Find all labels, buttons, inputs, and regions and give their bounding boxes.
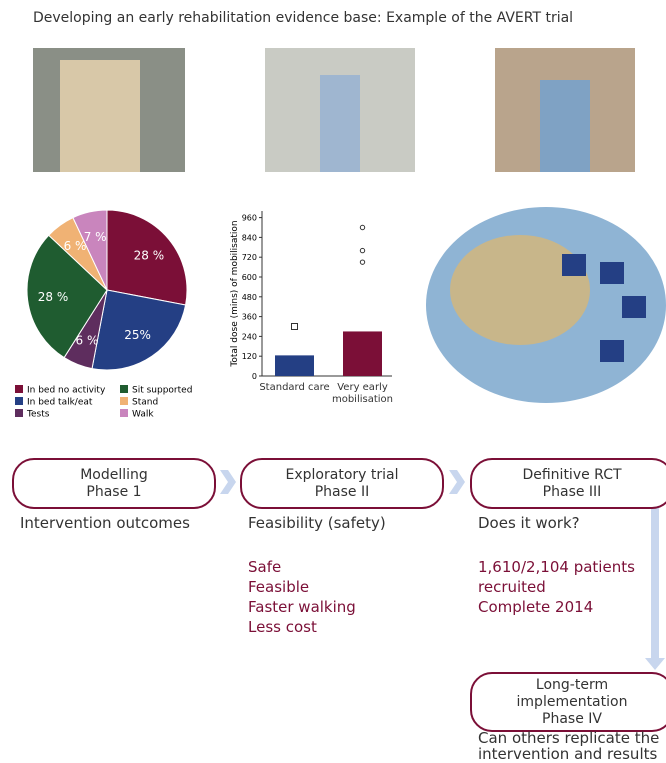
phase-result: Feasible [248,577,309,597]
slice-label: 7 % [84,230,107,244]
phase-box-line: Phase II [242,484,442,501]
y-axis-label: Total dose (mins) of mobilisation [230,220,240,367]
y-tick-label: 720 [242,253,257,262]
legend-label: In bed no activity [27,386,106,396]
phase-box-line: implementation [472,694,666,711]
y-tick-label: 360 [242,313,257,322]
phase-question: Feasibility (safety) [248,515,386,532]
phase-box-line: Exploratory trial [242,467,442,484]
phase-result: Less cost [248,617,317,637]
y-tick-label: 480 [242,293,257,302]
photo-detail [540,80,590,172]
legend-label: Walk [132,410,154,420]
phase-question: Intervention outcomes [20,515,190,532]
legend-swatch [15,409,23,417]
legend-swatch [15,397,23,405]
legend-label: Stand [132,398,158,408]
page: Developing an early rehabilitation evide… [0,0,666,762]
phase-box-line: Modelling [14,467,214,484]
legend-swatch [120,385,128,393]
phase-box-line: Phase IV [472,711,666,728]
legend-label: In bed talk/eat [27,398,93,408]
slice-label: 28 % [38,290,69,304]
arrow [645,508,665,670]
x-tick-label: Very early mobilisation [323,382,403,406]
map-marker [600,340,624,362]
phase-box-line: Long-term [472,677,666,694]
phase-result: 1,610/2,104 patients [478,557,635,577]
legend-label: Tests [26,410,50,420]
legend-swatch [120,397,128,405]
phase-result: Safe [248,557,281,577]
legend-label: Sit supported [132,386,192,396]
phase-question: intervention and results [478,746,657,763]
outlier [360,248,364,252]
photo-detail [320,75,360,172]
outlier [360,260,364,264]
y-tick-label: 960 [242,214,257,223]
phase-result: Faster walking [248,597,356,617]
phase-result: Complete 2014 [478,597,593,617]
y-tick-label: 840 [242,233,257,242]
slice-label: 25% [124,328,151,342]
legend-swatch [15,385,23,393]
slice-label: 6 % [76,334,99,348]
phase-box-line: Definitive RCT [472,467,666,484]
y-tick-label: 600 [242,273,257,282]
map-marker [622,296,646,318]
y-tick-label: 0 [252,372,257,381]
phase-box-line: Phase III [472,484,666,501]
arrow [449,470,465,494]
bar [275,355,314,376]
map-marker [562,254,586,276]
photo-detail [60,60,140,172]
phase-box-line: Phase 1 [14,484,214,501]
bar [343,331,382,376]
phase-question: Does it work? [478,515,580,532]
outlier [360,225,364,229]
outlier [292,324,298,330]
map-marker [600,262,624,284]
phase-result: recruited [478,577,546,597]
map-land [450,235,590,345]
y-tick-label: 240 [242,332,257,341]
y-tick-label: 120 [242,352,257,361]
slice-label: 28 % [134,248,165,262]
arrow [220,470,236,494]
graphics: 28 %25%6 %28 %6 %7 %In bed no activityIn… [0,0,666,762]
legend-swatch [120,409,128,417]
